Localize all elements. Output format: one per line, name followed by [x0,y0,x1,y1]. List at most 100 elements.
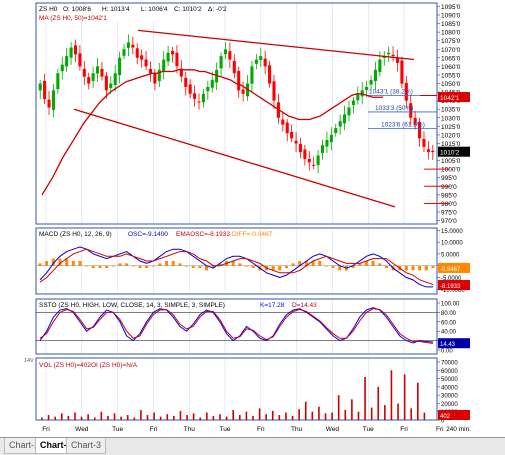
macd-hist-bar [152,266,155,267]
volume-bar [87,414,89,420]
macd-hist-bar [278,266,281,271]
candle-body [56,73,59,89]
candle-body [167,53,170,62]
price-tick-label: 1030'0 [441,115,461,122]
fib-label: 1033'3 (50%) [375,105,413,112]
volume-bar [252,416,254,420]
candle-body [175,53,178,67]
x-axis-label: Tue [112,426,123,433]
candle-body [70,48,73,58]
macd-hist-bar [285,266,288,268]
candle-body [317,155,320,165]
price-tick-label: 995'0 [441,175,457,182]
macd-ema-badge-text: -8.1933 [440,284,461,290]
volume-bar [371,408,373,420]
candle-body [122,49,125,56]
volume-bar [206,413,208,420]
candle-body [105,76,108,91]
candle-body [153,73,156,84]
macd-hist-bar [78,261,81,266]
candle-body [312,165,315,166]
candle-body [100,69,103,77]
x-axis-label: Thu [184,426,196,433]
volume-bar [285,413,287,420]
ssto-tick-label: 60.00 [441,320,457,326]
volume-bar [338,395,340,420]
volume-bar [265,414,267,420]
price-tick-label: 1080'0 [441,30,461,37]
candle-body [39,84,42,91]
header-low: L: 1006'4 [141,6,168,13]
volume-bar [48,415,50,420]
x-axis-label: Tue [363,426,374,433]
ssto-badge-text: 14.43 [440,342,456,348]
macd-hist-bar [92,266,95,268]
price-tick-label: 1075'0 [441,38,461,45]
candle-body [78,53,81,66]
candle-body [149,69,152,73]
volume-bar [173,416,175,420]
ssto-tick-label: 0.00 [441,349,453,355]
candle-body [233,61,236,73]
candle-body [400,61,403,84]
volume-bar [410,408,412,420]
macd-hist-bar [245,266,248,267]
macd-hist-bar [405,266,408,271]
x-axis-label: Fri [400,426,408,433]
volume-bar [41,418,43,420]
candle-body [211,80,214,88]
volume-bar [213,416,215,420]
vol-tick-label: 50000 [441,377,458,383]
header-symbol: ZS H0 [39,6,58,13]
macd-hist-bar [105,266,108,268]
macd-hist-bar [178,263,181,265]
volume-bar [377,387,379,420]
candle-body [427,149,430,152]
volume-bar [147,415,149,420]
candle-body [321,145,324,153]
price-tick-label: 1035'0 [441,107,461,114]
vol-label: VOL (ZS H0)=402 [39,362,91,369]
candle-body [114,73,117,85]
candle-body [184,78,187,87]
tab-chart-3[interactable]: Chart-3 [66,438,106,454]
fib-label: 1023'6 (61.8%) [381,121,425,128]
candle-body [202,94,205,102]
candle-body [264,59,267,67]
candle-body [162,60,165,71]
candle-body [206,87,209,91]
candle-body [330,135,333,142]
macd-hist-bar [72,261,75,266]
candle-body [339,121,342,126]
x-axis-label: Wed [75,426,89,433]
macd-hist-bar [292,263,295,265]
volume-bar [193,413,195,420]
macd-label: MACD (ZS H0, 12, 26, 9) [39,231,112,238]
volume-bar [318,407,320,420]
fib-label: 1043'1 (38.2%) [369,88,413,95]
volume-bar [54,417,56,420]
candle-body [228,51,231,59]
candle-body [131,45,134,48]
volume-bar [81,417,83,420]
header-change: Δ: -0'2 [208,6,227,13]
vol-tick-label: 70000 [441,361,458,367]
candle-body [290,132,293,138]
candle-body [96,66,99,73]
timeframe-label: 240 min. [446,426,471,433]
macd-hist-bar [198,266,201,268]
volume-bar [331,413,333,420]
price-tick-label: 1085'0 [441,21,461,28]
candle-body [303,149,306,158]
candle-body [422,139,425,147]
candle-body [281,120,284,125]
candle-body [193,93,196,99]
x-axis-label: Wed [326,426,340,433]
candle-body [374,70,377,81]
volume-bar [140,410,142,420]
macd-hist-bar [332,266,335,268]
macd-hist-bar [432,266,435,268]
volume-bar [364,377,366,420]
price-tick-label: 1065'0 [441,55,461,62]
candle-body [52,90,55,110]
